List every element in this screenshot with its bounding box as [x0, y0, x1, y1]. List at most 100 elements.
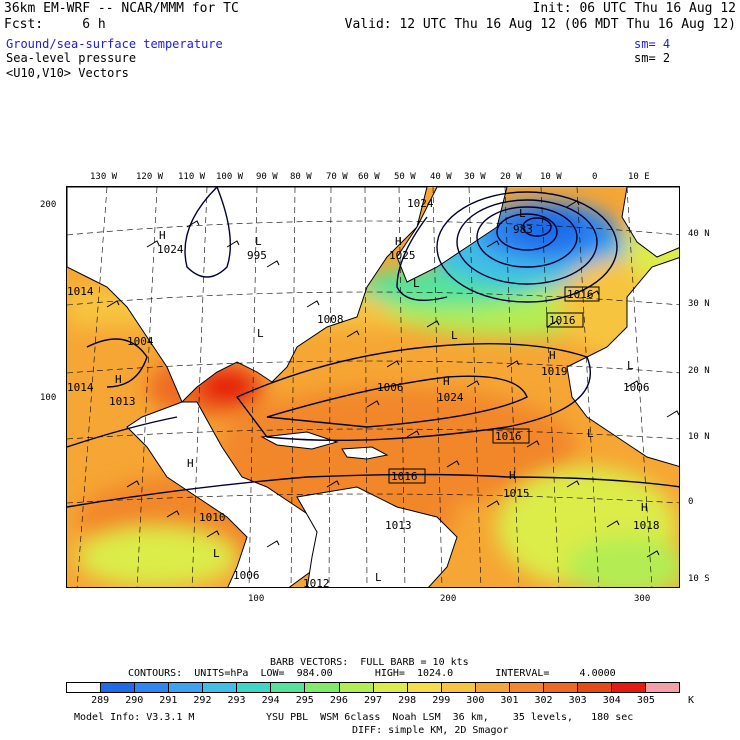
low-center-mark: L: [255, 235, 262, 248]
pressure-value: 1014: [67, 285, 94, 298]
colorbar-label: 293: [227, 695, 246, 706]
colorbar-label: 294: [261, 695, 280, 706]
pressure-value: 1016: [391, 470, 418, 483]
pressure-box: [388, 468, 426, 484]
model-title: 36km EM-WRF -- NCAR/MMM for TC: [4, 1, 239, 16]
contours-note: CONTOURS: UNITS=hPa LOW= 984.00 HIGH= 10…: [128, 668, 616, 679]
init-time: Init: 06 UTC Thu 16 Aug 12: [532, 1, 737, 16]
high-center-mark: H: [159, 229, 166, 242]
central-america-landmass: [126, 401, 338, 587]
low-center-mark: L: [213, 547, 220, 560]
colorbar-label: 302: [534, 695, 553, 706]
contour-field-label: Sea-level pressure: [6, 51, 137, 65]
colorbar-label: 300: [466, 695, 485, 706]
colorbar-cell: [203, 683, 238, 692]
model-info: Model Info: V3.3.1 M: [74, 712, 195, 723]
pressure-box: [546, 312, 584, 328]
colorbar-cell: [169, 683, 204, 692]
barb-vectors-note: BARB VECTORS: FULL BARB = 10 kts: [270, 657, 469, 668]
high-center-mark: H: [509, 469, 516, 482]
pressure-value: 1015: [503, 487, 530, 500]
high-center-mark: H: [115, 373, 122, 386]
lat-label: 10 N: [688, 432, 710, 442]
lon-label: 70 W: [326, 172, 348, 182]
lon-label: 130 W: [90, 172, 118, 182]
pressure-value: 1010: [199, 511, 226, 524]
colorbar-cell: [373, 683, 408, 692]
south-america-landmass: [296, 486, 458, 587]
high-center-mark: H: [549, 349, 556, 362]
lat-label: 10 S: [688, 574, 710, 584]
pressure-value: 1006: [377, 381, 404, 394]
pressure-value: 983: [513, 223, 533, 236]
lon-label: 10 W: [540, 172, 562, 182]
pressure-centers: H 1024 1024 L 995 H 1025 L 983 1016 1016…: [67, 197, 660, 587]
isobars: [67, 187, 679, 508]
colorbar-cell: [339, 683, 374, 692]
shaded-field-label: Ground/sea-surface temperature: [6, 37, 223, 51]
africa-landmass: [566, 257, 679, 467]
lat-label: 40 N: [688, 229, 710, 239]
colorbar-label: 291: [159, 695, 178, 706]
lat-label: 0: [688, 497, 694, 507]
lon-label: 20 W: [500, 172, 522, 182]
colorbar-cell: [646, 683, 680, 692]
grid-y-label: 100: [40, 393, 57, 403]
low-center-mark: L: [451, 329, 458, 342]
pressure-value: 1013: [385, 519, 412, 532]
map-svg: H 1024 1024 L 995 H 1025 L 983 1016 1016…: [67, 187, 679, 587]
pressure-value: 1024: [437, 391, 464, 404]
pressure-box: [564, 286, 600, 302]
lon-label: 30 W: [464, 172, 486, 182]
colorbar-label: 301: [500, 695, 519, 706]
grid-y-label: 200: [40, 200, 57, 210]
colorbar-cell: [543, 683, 578, 692]
colorbar-label: 297: [363, 695, 383, 706]
lon-label: 110 W: [178, 172, 206, 182]
grid-x-label: 300: [634, 594, 651, 604]
physics-info: YSU PBL WSM 6class Noah LSM 36 km, 35 le…: [266, 712, 634, 723]
colorbar-cell: [509, 683, 544, 692]
pressure-value: 1019: [541, 365, 568, 378]
colorbar-cell: [305, 683, 340, 692]
colorbar-cell: [237, 683, 272, 692]
lon-label: 100 W: [216, 172, 244, 182]
low-center-mark: L: [587, 427, 594, 440]
colorbar-cell: [67, 683, 102, 692]
contour-field-smoothing: sm= 2: [634, 51, 671, 65]
lon-label: 90 W: [256, 172, 278, 182]
colorbar-cell: [441, 683, 476, 692]
colorbar-cell: [475, 683, 510, 692]
lon-label: 60 W: [358, 172, 380, 182]
pressure-value: 1008: [317, 313, 344, 326]
lon-label: 10 E: [628, 172, 650, 182]
pressure-value: 1024: [407, 197, 434, 210]
colorbar-cell: [577, 683, 612, 692]
pressure-value: 1006: [623, 381, 650, 394]
pressure-value: 1013: [109, 395, 136, 408]
pressure-value: 1004: [127, 335, 154, 348]
low-center-mark: L: [627, 359, 634, 372]
europe-landmass: [621, 187, 679, 258]
low-center-mark: L: [257, 327, 264, 340]
low-center-mark: L: [375, 571, 382, 584]
pressure-value: 1018: [633, 519, 660, 532]
colorbar-label: 299: [432, 695, 451, 706]
sst-colorbar: [66, 682, 680, 693]
colorbar-label: 298: [398, 695, 417, 706]
pressure-value: 1025: [389, 249, 416, 262]
wind-barbs: [106, 200, 679, 558]
map-panel: H 1024 1024 L 995 H 1025 L 983 1016 1016…: [66, 186, 680, 588]
lon-label: 40 W: [430, 172, 452, 182]
colorbar-label: 292: [193, 695, 212, 706]
diffusion-info: DIFF: simple KM, 2D Smagor: [352, 725, 509, 736]
vector-field-label: <U10,V10> Vectors: [6, 66, 129, 80]
pressure-value: 1016: [549, 314, 576, 327]
pressure-value: 1016: [567, 288, 594, 301]
pressure-value: 1016: [495, 430, 522, 443]
lon-label: 80 W: [290, 172, 312, 182]
high-center-mark: H: [395, 235, 402, 248]
colorbar-label: 304: [602, 695, 621, 706]
colorbar-units: K: [688, 695, 695, 706]
